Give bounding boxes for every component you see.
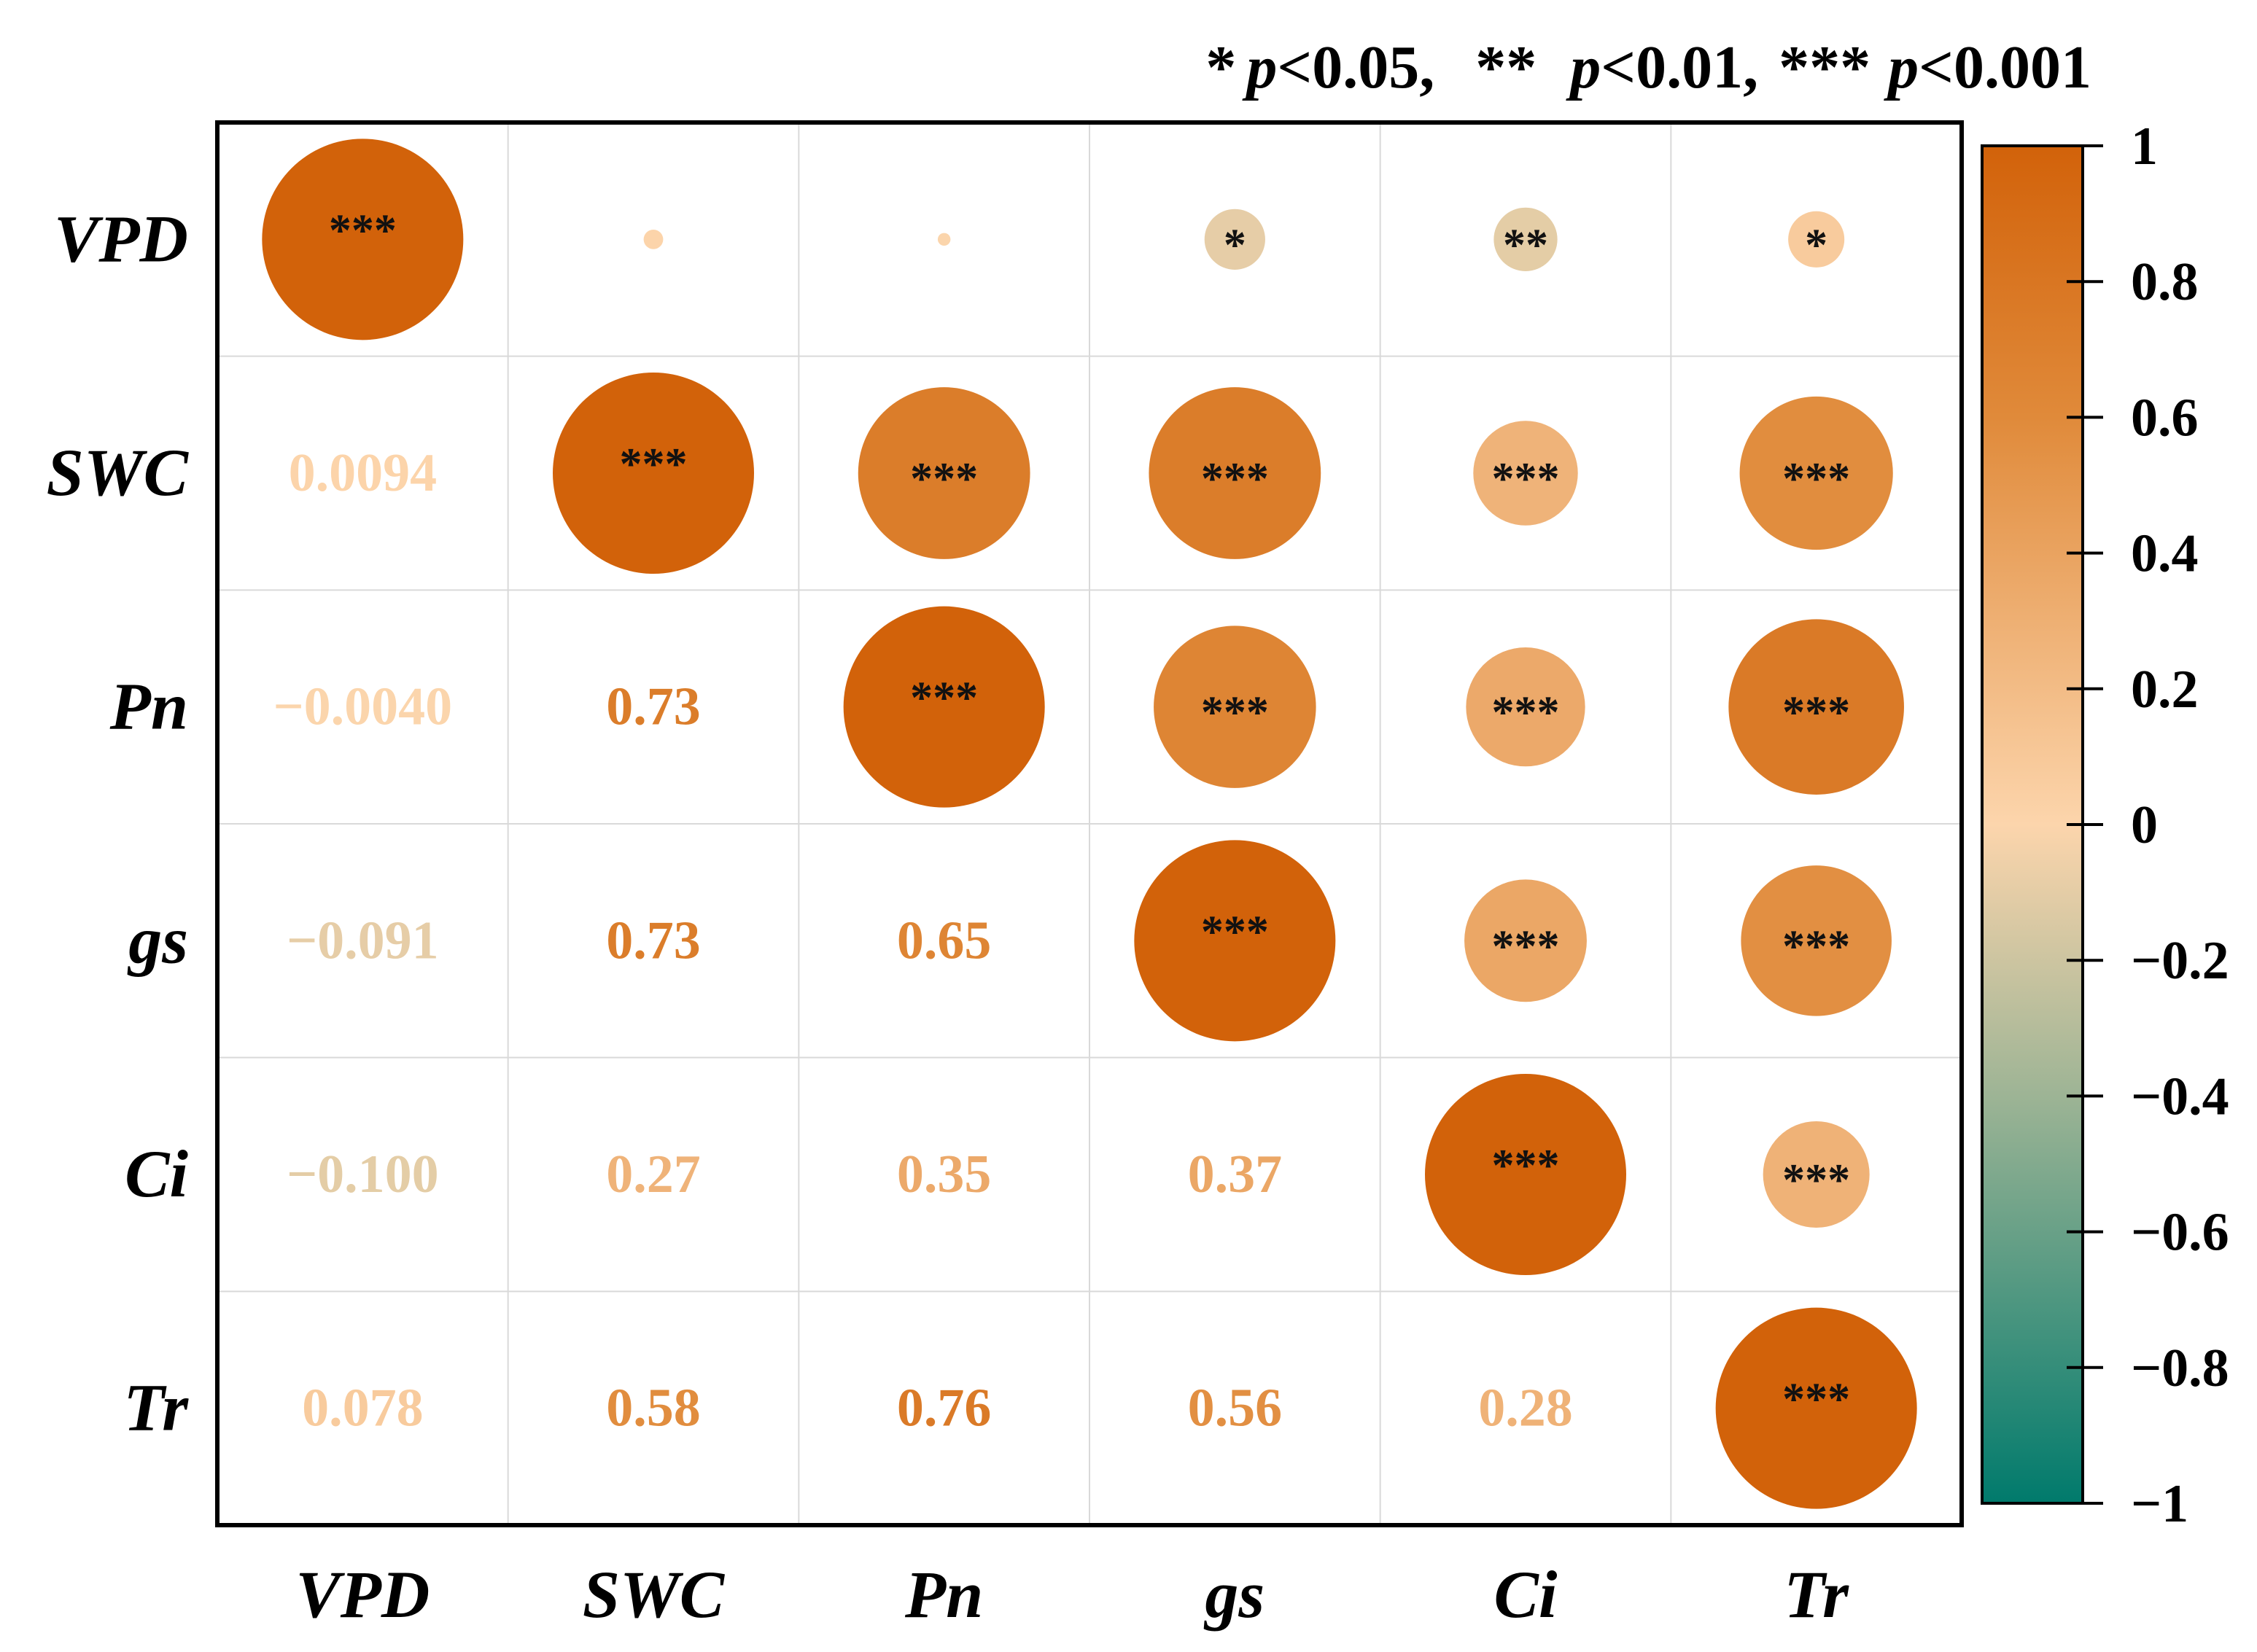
y-label-Pn: Pn (109, 669, 188, 744)
colorbar-tick-label: 0.6 (2131, 388, 2199, 448)
sig-legend-stars-3: *** (1779, 34, 1871, 101)
significance-mark: *** (1201, 454, 1269, 504)
plot-frame (215, 120, 1964, 1527)
corr-circle-SWC-Tr (1739, 396, 1893, 550)
significance-mark: *** (910, 674, 978, 723)
significance-mark: * (1224, 220, 1246, 270)
significance-mark: *** (1201, 907, 1269, 956)
y-label-VPD: VPD (54, 201, 188, 276)
x-label-SWC: SWC (583, 1557, 726, 1632)
corr-value-label: 0.27 (606, 1145, 701, 1204)
significance-mark: *** (620, 440, 688, 489)
significance-mark: *** (1492, 454, 1560, 504)
corr-value-label: 0.37 (1188, 1145, 1283, 1204)
x-label-gs: gs (1203, 1557, 1265, 1632)
sig-legend-p-2: p (1566, 34, 1601, 101)
corr-circle-VPD-SWC (643, 229, 664, 249)
corr-circle-SWC-Ci (1473, 421, 1578, 526)
corr-value-label: 0.56 (1188, 1379, 1283, 1438)
sig-legend-p-3: p (1884, 34, 1919, 101)
colorbar-tick-label: 0 (2131, 795, 2158, 855)
x-label-Tr: Tr (1784, 1557, 1849, 1632)
corr-value-label: −0.091 (287, 911, 439, 970)
sig-legend-rule-2: <0.01, (1601, 34, 1758, 101)
matrix-cells: *** * ** *0.0094 *** *** *** *** ***−0.0040 0.73 *… (262, 139, 1917, 1509)
significance-legend: * p<0.05, ** p<0.01, *** p<0.001 (1205, 34, 2091, 101)
corr-value-label: 0.58 (606, 1379, 701, 1438)
colorbar-tick-label: 1 (2131, 117, 2158, 176)
colorbar-tick-label: −0.4 (2131, 1067, 2229, 1126)
corr-value-label: 0.0094 (289, 443, 438, 503)
corr-circle-VPD-Tr (1788, 211, 1845, 268)
y-label-Tr: Tr (123, 1371, 189, 1445)
colorbar-tick-label: 0.2 (2131, 660, 2199, 720)
corr-circle-gs-gs (1134, 840, 1336, 1042)
colorbar-tick-label: −0.6 (2131, 1203, 2229, 1263)
significance-mark: *** (1782, 922, 1850, 971)
colorbar-tick-label: 0.8 (2131, 252, 2199, 312)
colorbar-tick-label: −0.8 (2131, 1339, 2229, 1398)
corr-circle-Tr-Tr (1715, 1307, 1917, 1509)
corr-circle-Pn-Pn (843, 606, 1045, 808)
sig-legend-stars-2: ** (1475, 34, 1537, 101)
corr-value-label: 0.35 (897, 1145, 992, 1204)
sig-legend-rule-3: <0.001 (1919, 34, 2091, 101)
corr-circle-VPD-Pn (937, 233, 951, 246)
corr-circle-SWC-Pn (858, 387, 1030, 559)
y-label-SWC: SWC (47, 435, 190, 510)
y-label-gs: gs (127, 903, 188, 977)
colorbar-tick-label: −1 (2131, 1474, 2188, 1534)
significance-mark: *** (1492, 922, 1560, 971)
corr-value-label: 0.73 (606, 911, 701, 970)
x-label-Ci: Ci (1494, 1557, 1558, 1632)
significance-mark: *** (1201, 688, 1269, 738)
corr-circle-VPD-VPD (262, 139, 464, 340)
significance-mark: ** (1503, 220, 1548, 270)
y-axis-labels: VPD SWC Pn gs Ci Tr (47, 201, 190, 1444)
significance-mark: *** (1492, 1141, 1560, 1191)
y-label-Ci: Ci (125, 1137, 188, 1211)
corr-value-label: 0.078 (302, 1379, 424, 1438)
significance-mark: *** (910, 454, 978, 504)
corr-circle-gs-Tr (1741, 865, 1892, 1016)
corr-value-label: 0.65 (897, 911, 992, 970)
significance-mark: *** (1492, 688, 1560, 738)
corr-circle-Ci-Tr (1763, 1121, 1870, 1228)
corr-value-label: 0.73 (606, 677, 701, 737)
corr-value-label: −0.100 (287, 1145, 439, 1204)
corr-circle-SWC-gs (1149, 387, 1321, 559)
x-label-Pn: Pn (904, 1557, 983, 1632)
corr-value-label: −0.0040 (273, 677, 452, 737)
corr-circle-Ci-Ci (1425, 1074, 1626, 1275)
sig-legend-stars-1: * (1205, 34, 1236, 101)
significance-mark: *** (1782, 1375, 1850, 1425)
corr-circle-VPD-Ci (1493, 207, 1558, 271)
significance-mark: * (1805, 220, 1827, 270)
corr-value-label: 0.76 (897, 1379, 992, 1438)
significance-mark: *** (1782, 688, 1850, 738)
x-label-VPD: VPD (295, 1557, 430, 1632)
colorbar-ticks: 1 0.8 0.6 0.4 0.2 0 −0.2 −0.4 −0.6 −0.8 −1 (2067, 117, 2229, 1534)
colorbar-tick-label: −0.2 (2131, 931, 2229, 991)
corr-circle-Pn-gs (1154, 626, 1316, 788)
corr-circle-SWC-SWC (553, 373, 754, 574)
significance-mark: *** (329, 206, 397, 255)
sig-legend-p-1: p (1242, 34, 1277, 101)
x-axis-labels: VPD SWC Pn gs Ci Tr (295, 1557, 1849, 1632)
colorbar-tick-label: 0.4 (2131, 524, 2199, 584)
corr-circle-VPD-gs (1204, 209, 1265, 270)
corr-circle-Pn-Ci (1466, 647, 1585, 767)
sig-legend-rule-1: <0.05, (1277, 34, 1434, 101)
significance-mark: *** (1782, 454, 1850, 504)
corr-circle-Pn-Tr (1728, 619, 1904, 795)
significance-mark: *** (1782, 1156, 1850, 1205)
corr-circle-gs-Ci (1464, 879, 1587, 1002)
colorbar (1981, 144, 2084, 1505)
corr-value-label: 0.28 (1478, 1379, 1573, 1438)
grid-lines (217, 122, 1962, 1525)
